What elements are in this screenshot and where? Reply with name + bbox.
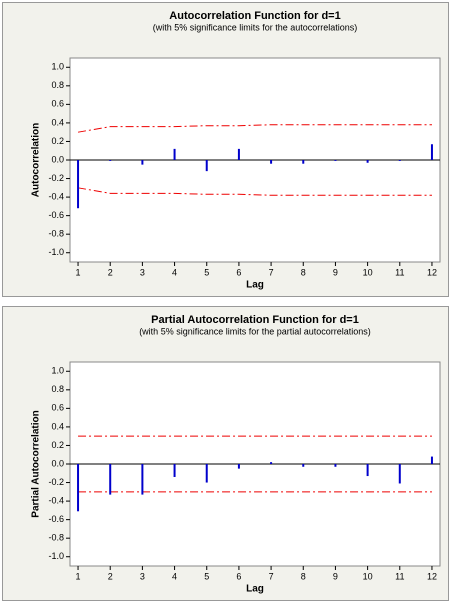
y-tick-label: -0.6 <box>48 514 64 524</box>
significance-limit <box>77 124 432 133</box>
x-axis-label: Lag <box>246 584 264 595</box>
x-tick-label: 12 <box>427 571 437 581</box>
x-tick-label: 6 <box>236 571 241 581</box>
x-tick-label: 2 <box>108 571 113 581</box>
y-tick-label: 0.0 <box>51 154 64 164</box>
x-tick-label: 10 <box>363 571 373 581</box>
x-tick-label: 8 <box>301 571 306 581</box>
x-tick-label: 5 <box>204 571 209 581</box>
y-tick-label: 0.2 <box>51 440 64 450</box>
chart-title: Autocorrelation Function for d=1 <box>169 10 340 22</box>
y-tick-label: 0.8 <box>51 384 64 394</box>
y-tick-label: 1.0 <box>51 366 64 376</box>
x-tick-label: 6 <box>236 267 241 277</box>
y-tick-label: 0.0 <box>51 458 64 468</box>
y-tick-label: -0.8 <box>48 229 64 239</box>
y-tick-label: 0.6 <box>51 99 64 109</box>
y-tick-label: -0.8 <box>48 533 64 543</box>
x-tick-label: 7 <box>269 267 274 277</box>
y-axis-label: Partial Autocorrelation <box>31 410 42 517</box>
x-tick-label: 9 <box>333 267 338 277</box>
x-tick-label: 2 <box>108 267 113 277</box>
y-tick-label: -0.6 <box>48 210 64 220</box>
chart-subtitle: (with 5% significance limits for the par… <box>139 326 371 336</box>
chart-title: Partial Autocorrelation Function for d=1 <box>151 314 359 326</box>
chart-subtitle: (with 5% significance limits for the aut… <box>153 22 358 32</box>
y-tick-label: 0.4 <box>51 421 64 431</box>
y-tick-label: -1.0 <box>48 247 64 257</box>
x-tick-label: 5 <box>204 267 209 277</box>
y-tick-label: -0.2 <box>48 477 64 487</box>
x-tick-label: 9 <box>333 571 338 581</box>
x-tick-label: 11 <box>395 267 404 277</box>
y-tick-label: -0.2 <box>48 173 64 183</box>
y-tick-label: -0.4 <box>48 191 64 201</box>
x-tick-label: 3 <box>140 571 145 581</box>
y-tick-label: -0.4 <box>48 495 64 505</box>
x-tick-label: 4 <box>172 571 177 581</box>
significance-limit <box>77 187 432 196</box>
y-tick-label: 0.6 <box>51 403 64 413</box>
y-tick-label: 1.0 <box>51 62 64 72</box>
y-tick-label: -1.0 <box>48 551 64 561</box>
y-tick-label: 0.8 <box>51 80 64 90</box>
y-axis-label: Autocorrelation <box>31 123 42 197</box>
x-tick-label: 4 <box>172 267 177 277</box>
x-tick-label: 7 <box>269 571 274 581</box>
x-tick-label: 12 <box>427 267 437 277</box>
x-tick-label: 1 <box>76 571 81 581</box>
x-tick-label: 11 <box>395 571 404 581</box>
y-tick-label: 0.4 <box>51 117 64 127</box>
x-tick-label: 3 <box>140 267 145 277</box>
x-tick-label: 8 <box>301 267 306 277</box>
x-tick-label: 1 <box>76 267 81 277</box>
y-tick-label: 0.2 <box>51 136 64 146</box>
x-axis-label: Lag <box>246 280 264 291</box>
x-tick-label: 10 <box>363 267 373 277</box>
